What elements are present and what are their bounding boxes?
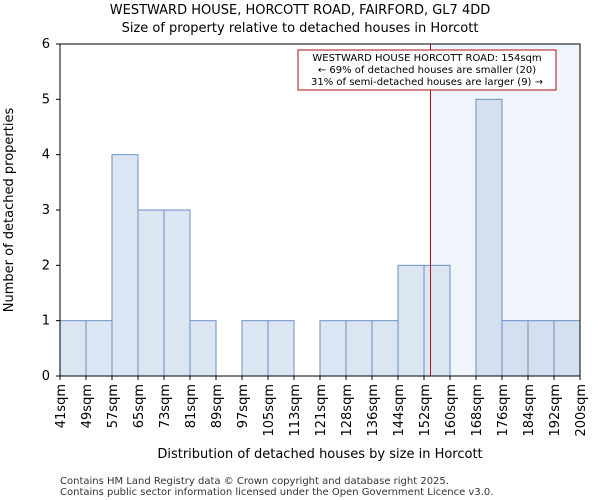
x-tick-label: 121sqm <box>314 384 329 437</box>
x-tick-label: 168sqm <box>470 384 485 437</box>
y-tick-label: 4 <box>42 148 50 163</box>
bar-81sqm <box>189 320 217 377</box>
annotation-box: WESTWARD HOUSE HORCOTT ROAD: 154sqm ← 69… <box>297 49 557 91</box>
annotation-frame <box>297 49 557 91</box>
x-tick-label: 184sqm <box>522 384 537 437</box>
y-tick-label: 6 <box>42 37 50 52</box>
bar-136sqm <box>371 320 399 377</box>
bar-49sqm <box>85 320 113 377</box>
x-tick-label: 81sqm <box>184 384 199 428</box>
bar-97sqm <box>241 320 269 377</box>
x-tick-label: 160sqm <box>444 384 459 437</box>
y-tick-label: 2 <box>42 258 50 273</box>
x-tick-label: 113sqm <box>288 384 303 437</box>
bar-184sqm <box>527 320 555 377</box>
x-tick-label: 57sqm <box>106 384 121 428</box>
bar-144sqm <box>397 264 425 377</box>
annotation-line-3: 31% of semi-detached houses are larger (… <box>311 77 543 88</box>
x-tick-label: 49sqm <box>80 384 95 428</box>
annotation-line-2: ← 69% of detached houses are smaller (20… <box>318 65 536 76</box>
x-tick-label: 97sqm <box>236 384 251 428</box>
x-tick-label: 128sqm <box>340 384 355 437</box>
bar-105sqm <box>267 320 295 377</box>
x-tick-label: 136sqm <box>366 384 381 437</box>
y-axis-label: Number of detached properties <box>2 108 17 313</box>
bar-176sqm <box>501 320 529 377</box>
bar-121sqm <box>319 320 347 377</box>
x-axis-label: Distribution of detached houses by size … <box>157 447 482 462</box>
bar-128sqm <box>345 320 373 377</box>
footer-line-1: Contains HM Land Registry data © Crown c… <box>60 476 449 487</box>
x-tick-label: 200sqm <box>574 384 589 437</box>
bar-192sqm <box>553 320 581 377</box>
y-tick-label: 0 <box>42 369 50 384</box>
y-tick-label: 3 <box>42 203 50 218</box>
x-tick-label: 152sqm <box>418 384 433 437</box>
x-tick-label: 65sqm <box>132 384 147 428</box>
x-tick-label: 73sqm <box>158 384 173 428</box>
x-tick-label: 176sqm <box>496 384 511 437</box>
y-tick-label: 5 <box>42 92 50 107</box>
chart-title: WESTWARD HOUSE, HORCOTT ROAD, FAIRFORD, … <box>110 3 491 18</box>
bar-73sqm <box>163 209 191 377</box>
x-tick-label: 192sqm <box>548 384 563 437</box>
bar-41sqm <box>59 320 87 377</box>
bar-152sqm <box>423 264 451 377</box>
bar-57sqm <box>111 154 139 377</box>
x-tick-label: 105sqm <box>262 384 277 437</box>
y-tick-label: 1 <box>42 314 50 329</box>
bar-65sqm <box>137 209 165 377</box>
annotation-line-1: WESTWARD HOUSE HORCOTT ROAD: 154sqm <box>312 53 541 64</box>
x-tick-label: 144sqm <box>392 384 407 437</box>
footer-line-2: Contains public sector information licen… <box>60 487 493 498</box>
bar-168sqm <box>475 98 503 377</box>
x-tick-label: 41sqm <box>54 384 69 428</box>
chart-subtitle: Size of property relative to detached ho… <box>122 21 479 36</box>
x-tick-label: 89sqm <box>210 384 225 428</box>
